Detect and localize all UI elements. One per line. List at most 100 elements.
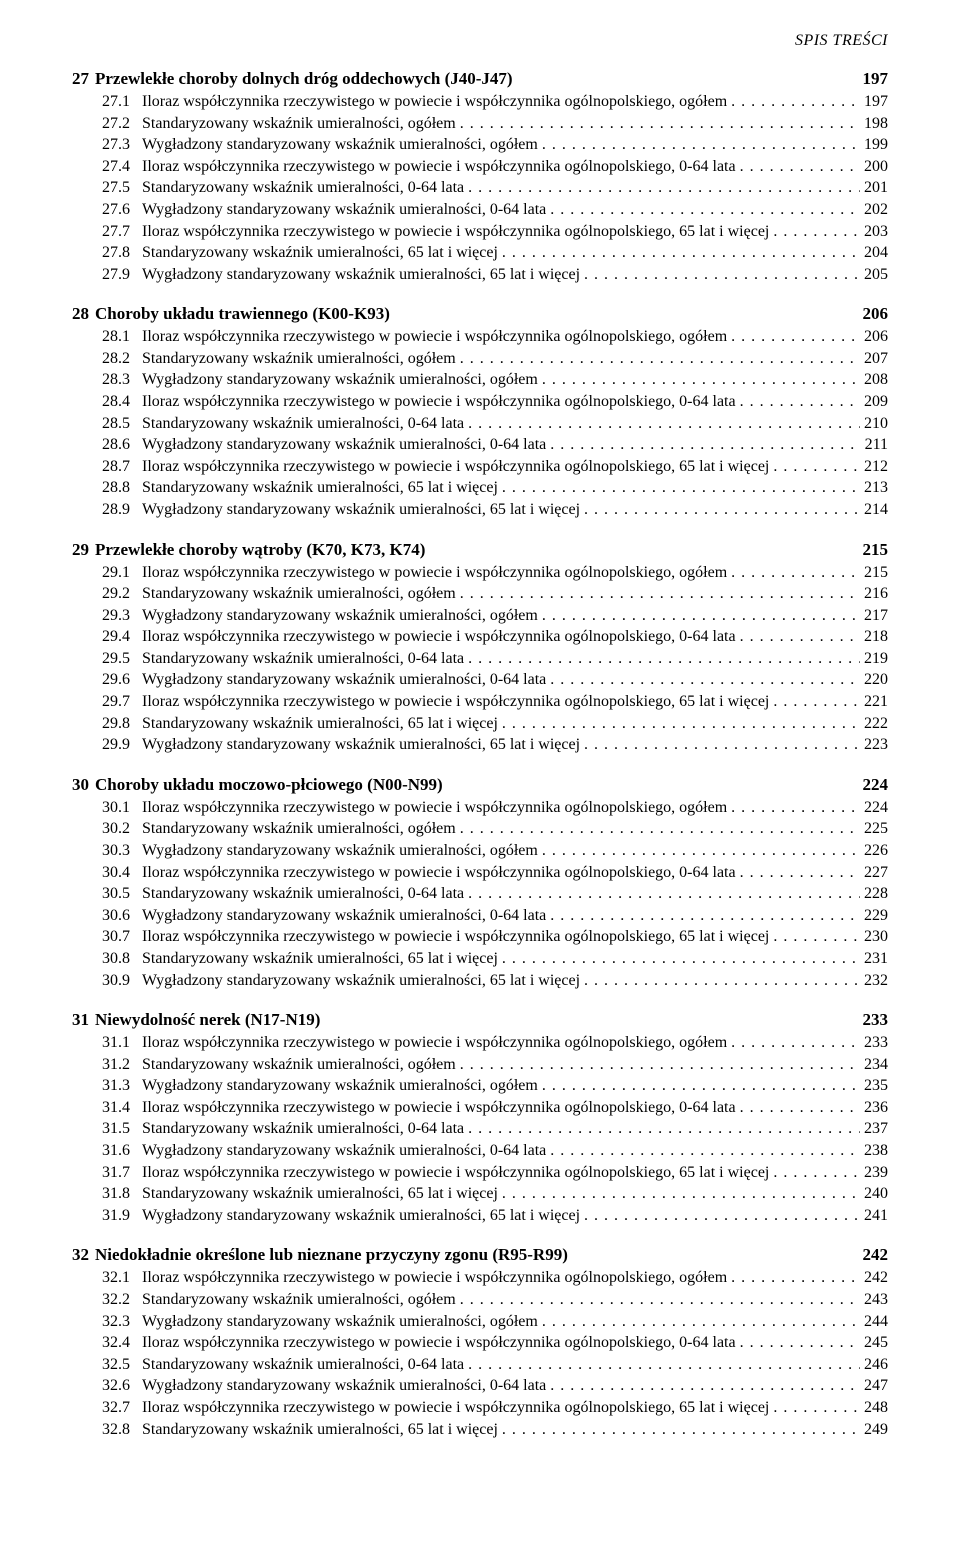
- entry-title: Iloraz współczynnika rzeczywistego w pow…: [142, 626, 736, 648]
- dot-leaders: . . . . . . . . . . . . . . . . . . . . …: [731, 326, 860, 348]
- toc-entry: 30.4Iloraz współczynnika rzeczywistego w…: [72, 862, 888, 884]
- entry-number: 28.7: [102, 456, 140, 478]
- entry-number: 29.3: [102, 605, 140, 627]
- entry-page: 224: [864, 797, 888, 819]
- entry-page: 210: [864, 413, 888, 435]
- entry-number: 27.9: [102, 264, 140, 286]
- entry-title: Standaryzowany wskaźnik umieralności, 0-…: [142, 883, 464, 905]
- entry-title: Iloraz współczynnika rzeczywistego w pow…: [142, 691, 769, 713]
- entry-page: 223: [864, 734, 888, 756]
- toc-entry: 28.1Iloraz współczynnika rzeczywistego w…: [72, 326, 888, 348]
- entry-title: Iloraz współczynnika rzeczywistego w pow…: [142, 1097, 736, 1119]
- toc-entry: 27.5Standaryzowany wskaźnik umieralności…: [72, 177, 888, 199]
- entry-number: 30.2: [102, 818, 140, 840]
- entry-page: 242: [864, 1267, 888, 1289]
- toc-entry: 30.8Standaryzowany wskaźnik umieralności…: [72, 948, 888, 970]
- entry-page: 227: [864, 862, 888, 884]
- dot-leaders: . . . . . . . . . . . . . . . . . . . . …: [542, 1311, 860, 1333]
- entry-number: 30.6: [102, 905, 140, 927]
- entry-page: 236: [864, 1097, 888, 1119]
- entry-title: Standaryzowany wskaźnik umieralności, 65…: [142, 1183, 498, 1205]
- toc-entry: 31.7Iloraz współczynnika rzeczywistego w…: [72, 1162, 888, 1184]
- entry-number: 28.2: [102, 348, 140, 370]
- toc-container: 27Przewlekłe choroby dolnych dróg oddech…: [72, 68, 888, 1440]
- toc-chapter-heading: 32Niedokładnie określone lub nieznane pr…: [72, 1244, 888, 1267]
- chapter-page: 233: [863, 1009, 889, 1032]
- toc-entry: 27.7Iloraz współczynnika rzeczywistego w…: [72, 221, 888, 243]
- entry-page: 207: [864, 348, 888, 370]
- entry-number: 32.7: [102, 1397, 140, 1419]
- dot-leaders: . . . . . . . . . . . . . . . . . . . . …: [731, 1032, 860, 1054]
- toc-chapter-heading: 31Niewydolność nerek (N17-N19)233: [72, 1009, 888, 1032]
- entry-page: 200: [864, 156, 888, 178]
- entry-page: 221: [864, 691, 888, 713]
- toc-entry: 31.1Iloraz współczynnika rzeczywistego w…: [72, 1032, 888, 1054]
- dot-leaders: . . . . . . . . . . . . . . . . . . . . …: [502, 477, 860, 499]
- entry-page: 234: [864, 1054, 888, 1076]
- entry-title: Standaryzowany wskaźnik umieralności, 0-…: [142, 413, 464, 435]
- dot-leaders: . . . . . . . . . . . . . . . . . . . . …: [550, 669, 860, 691]
- entry-title: Iloraz współczynnika rzeczywistego w pow…: [142, 221, 769, 243]
- entry-number: 27.5: [102, 177, 140, 199]
- entry-number: 28.6: [102, 434, 140, 456]
- toc-entry: 28.8Standaryzowany wskaźnik umieralności…: [72, 477, 888, 499]
- entry-number: 27.7: [102, 221, 140, 243]
- dot-leaders: . . . . . . . . . . . . . . . . . . . . …: [460, 113, 860, 135]
- dot-leaders: . . . . . . . . . . . . . . . . . . . . …: [502, 948, 860, 970]
- chapter-title: Niedokładnie określone lub nieznane przy…: [95, 1244, 568, 1267]
- entry-number: 29.6: [102, 669, 140, 691]
- entry-page: 216: [864, 583, 888, 605]
- entry-title: Iloraz współczynnika rzeczywistego w pow…: [142, 91, 727, 113]
- entry-page: 220: [864, 669, 888, 691]
- entry-page: 246: [864, 1354, 888, 1376]
- entry-title: Wygładzony standaryzowany wskaźnik umier…: [142, 734, 580, 756]
- toc-entry: 29.6Wygładzony standaryzowany wskaźnik u…: [72, 669, 888, 691]
- toc-entry: 31.3Wygładzony standaryzowany wskaźnik u…: [72, 1075, 888, 1097]
- toc-entry: 30.6Wygładzony standaryzowany wskaźnik u…: [72, 905, 888, 927]
- toc-entry: 31.8Standaryzowany wskaźnik umieralności…: [72, 1183, 888, 1205]
- entry-title: Iloraz współczynnika rzeczywistego w pow…: [142, 1332, 736, 1354]
- toc-entry: 31.5Standaryzowany wskaźnik umieralności…: [72, 1118, 888, 1140]
- entry-number: 31.1: [102, 1032, 140, 1054]
- entry-page: 211: [865, 434, 888, 456]
- toc-chapter-heading: 29Przewlekłe choroby wątroby (K70, K73, …: [72, 539, 888, 562]
- entry-title: Iloraz współczynnika rzeczywistego w pow…: [142, 1162, 769, 1184]
- chapter-number: 29: [72, 539, 89, 562]
- entry-title: Wygładzony standaryzowany wskaźnik umier…: [142, 369, 538, 391]
- entry-page: 235: [864, 1075, 888, 1097]
- entry-page: 240: [864, 1183, 888, 1205]
- dot-leaders: . . . . . . . . . . . . . . . . . . . . …: [542, 605, 860, 627]
- entry-title: Wygładzony standaryzowany wskaźnik umier…: [142, 605, 538, 627]
- dot-leaders: . . . . . . . . . . . . . . . . . . . . …: [740, 156, 860, 178]
- dot-leaders: . . . . . . . . . . . . . . . . . . . . …: [740, 862, 860, 884]
- entry-title: Iloraz współczynnika rzeczywistego w pow…: [142, 391, 736, 413]
- entry-title: Wygładzony standaryzowany wskaźnik umier…: [142, 1140, 546, 1162]
- entry-number: 31.7: [102, 1162, 140, 1184]
- entry-page: 214: [864, 499, 888, 521]
- entry-page: 201: [864, 177, 888, 199]
- chapter-number: 30: [72, 774, 89, 797]
- dot-leaders: . . . . . . . . . . . . . . . . . . . . …: [468, 1354, 860, 1376]
- toc-entry: 32.6Wygładzony standaryzowany wskaźnik u…: [72, 1375, 888, 1397]
- dot-leaders: . . . . . . . . . . . . . . . . . . . . …: [740, 1332, 860, 1354]
- dot-leaders: . . . . . . . . . . . . . . . . . . . . …: [773, 926, 860, 948]
- entry-title: Wygładzony standaryzowany wskaźnik umier…: [142, 134, 538, 156]
- toc-entry: 29.4Iloraz współczynnika rzeczywistego w…: [72, 626, 888, 648]
- entry-page: 226: [864, 840, 888, 862]
- entry-title: Wygładzony standaryzowany wskaźnik umier…: [142, 1205, 580, 1227]
- entry-page: 241: [864, 1205, 888, 1227]
- entry-page: 199: [864, 134, 888, 156]
- entry-title: Standaryzowany wskaźnik umieralności, og…: [142, 583, 456, 605]
- entry-page: 219: [864, 648, 888, 670]
- entry-number: 27.6: [102, 199, 140, 221]
- entry-title: Wygładzony standaryzowany wskaźnik umier…: [142, 669, 546, 691]
- entry-number: 29.1: [102, 562, 140, 584]
- dot-leaders: . . . . . . . . . . . . . . . . . . . . …: [773, 456, 860, 478]
- entry-page: 213: [864, 477, 888, 499]
- dot-leaders: . . . . . . . . . . . . . . . . . . . . …: [584, 970, 860, 992]
- dot-leaders: . . . . . . . . . . . . . . . . . . . . …: [468, 883, 860, 905]
- dot-leaders: . . . . . . . . . . . . . . . . . . . . …: [773, 221, 860, 243]
- dot-leaders: . . . . . . . . . . . . . . . . . . . . …: [468, 1118, 860, 1140]
- dot-leaders: . . . . . . . . . . . . . . . . . . . . …: [542, 134, 860, 156]
- entry-number: 27.2: [102, 113, 140, 135]
